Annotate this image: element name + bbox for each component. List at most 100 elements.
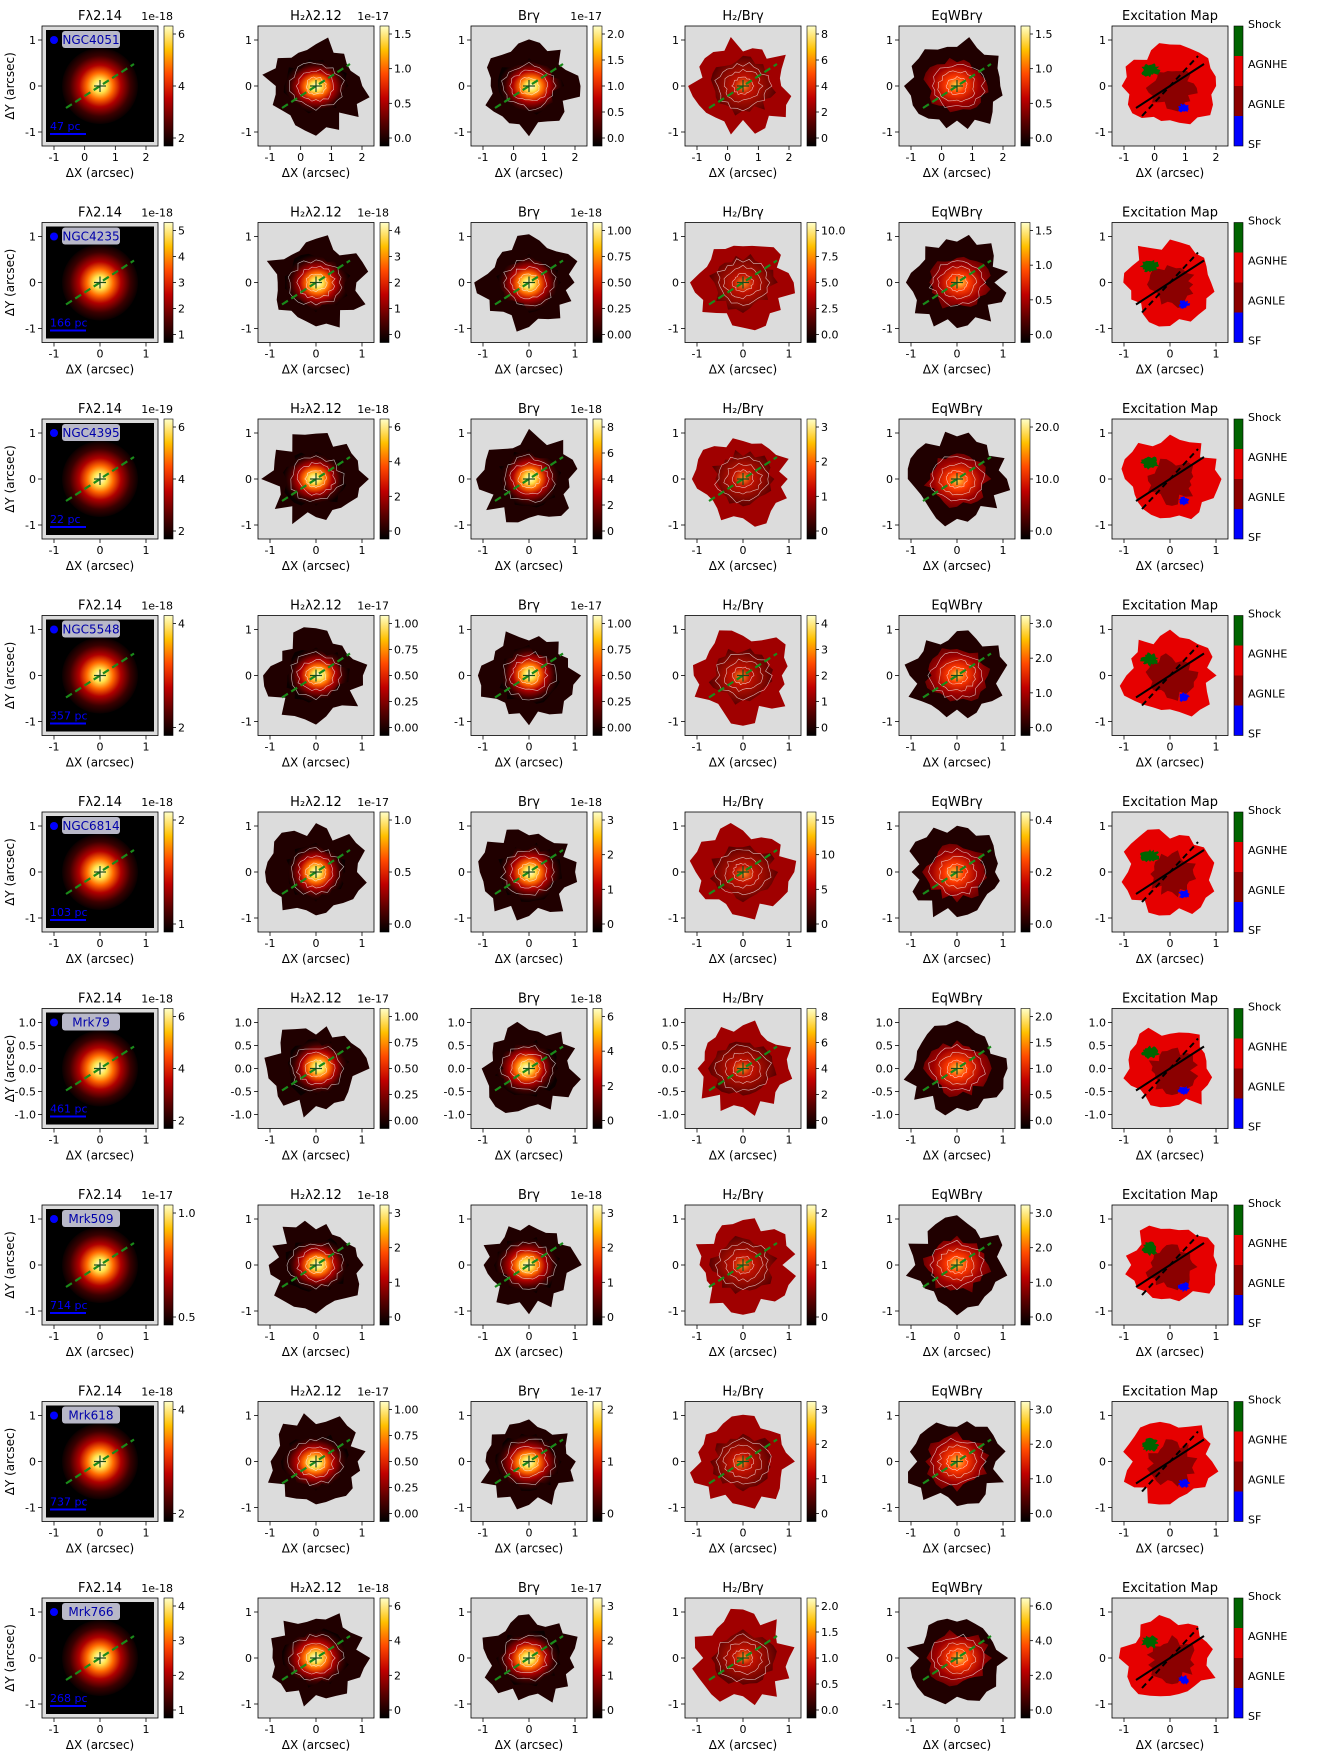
figure-row: Fλ2.14 H₂λ2.12 Brγ H₂/Brγ EqWBrγ Excitation M…: [3, 1385, 1287, 1556]
y-tick-label: 0: [29, 1456, 36, 1469]
map-panel-h2: -1 0 1 ΔX (arcsec) 1 0 -1 6 4 2 0 1e-18: [241, 403, 401, 573]
pa-line: [65, 849, 135, 895]
y-tick-label: 1: [458, 1606, 465, 1619]
x-tick-label: 0: [313, 544, 320, 557]
colorbar-tick-label: 6: [178, 28, 185, 41]
excitation-region-shock: [1141, 1635, 1159, 1649]
colorbar-tick-label: 3: [821, 1404, 828, 1417]
x-tick-label: 0: [526, 741, 533, 754]
y-axis-label: ΔY (arcsec): [3, 642, 17, 710]
colorbar-tick-label: 2: [821, 1089, 828, 1102]
colorbar-tick-label: 2: [821, 456, 828, 469]
x-tick-label: 0: [97, 1527, 104, 1540]
x-axis-label: ΔX (arcsec): [66, 559, 134, 573]
colorbar-tick-label: 0.0: [1035, 1508, 1053, 1521]
pa-line: [494, 1045, 564, 1092]
y-tick-label: 0: [672, 866, 679, 879]
x-tick-label: 0: [1167, 1134, 1174, 1147]
contour: [517, 862, 541, 882]
colorbar-tick-label: 2: [178, 303, 185, 316]
colorbar: [163, 418, 174, 540]
colorbar-multiplier: 1e-17: [570, 1386, 602, 1399]
colorbar-tick-label: 0.0: [1035, 918, 1053, 931]
pa-line-dashed: [1141, 1234, 1199, 1296]
x-tick-label: -1: [478, 151, 489, 164]
contour: [289, 1046, 345, 1092]
excitation-region-sf: [1177, 1282, 1190, 1292]
excitation-colorbar-segment: [1234, 1068, 1243, 1099]
y-tick-label: 1: [886, 231, 893, 244]
contour: [723, 463, 763, 495]
colorbar: [163, 1597, 174, 1719]
x-tick-label: -1: [906, 1134, 917, 1147]
y-tick-label: 0: [886, 1259, 893, 1272]
colorbar-tick-label: 1.0: [1035, 1276, 1053, 1289]
x-tick-label: -1: [265, 544, 276, 557]
x-tick-label: -1: [49, 1527, 60, 1540]
contour: [716, 1633, 771, 1682]
contour: [732, 1058, 754, 1078]
y-tick-label: -1: [241, 126, 252, 139]
y-tick-label: 0: [1099, 670, 1106, 683]
y-tick-label: 1: [245, 1410, 252, 1423]
map-panel-h2: -1 0 1 ΔX (arcsec) 1 0 -1 1.0 0.5 0.0 1e-17: [241, 796, 411, 966]
map-panel-brg: -1 0 1 ΔX (arcsec) 1 0 -1 1.00 0.75 0.50 0.25 0.00 1…: [454, 207, 631, 377]
contour: [296, 462, 336, 496]
colorbar-tick-label: 0: [394, 1704, 401, 1717]
excitation-colorbar-segment: [1234, 645, 1243, 676]
y-tick-label: -1: [454, 1305, 465, 1318]
colorbar-tick-label: 6: [178, 1011, 185, 1024]
x-axis-label: ΔX (arcsec): [495, 559, 563, 573]
map-panel-excitation: -1 0 1 ΔX (arcsec) 1 0 -1 Shock AGNHE AGNLE SF: [1095, 411, 1287, 573]
y-tick-label: -1: [241, 1502, 252, 1515]
pa-line-dashed: [1141, 251, 1199, 314]
excitation-colorbar-segment: [1234, 675, 1243, 706]
x-tick-label: -1: [265, 741, 276, 754]
colorbar-tick-label: 10: [821, 849, 835, 862]
excitation-legend-label: Shock: [1248, 1590, 1282, 1603]
colorbar-tick-label: 4: [178, 473, 185, 486]
y-tick-label: -0.5: [872, 1086, 893, 1099]
y-tick-label: -1: [882, 1502, 893, 1515]
map-panel-brg: -1 0 1 ΔX (arcsec) 1 0 -1 8 6 4 2 0 1e-18: [454, 403, 614, 573]
x-tick-label: 1: [1213, 1134, 1220, 1147]
pa-line: [281, 1045, 351, 1092]
x-tick-label: 1: [359, 1527, 366, 1540]
contour: [305, 1451, 326, 1471]
contour: [509, 266, 548, 300]
y-tick-label: 0: [672, 670, 679, 683]
x-tick-label: 1: [143, 348, 150, 361]
excitation-colorbar-segment: [1234, 1598, 1243, 1628]
pa-line: [922, 456, 992, 502]
x-axis-label: ΔX (arcsec): [1136, 1345, 1204, 1359]
y-tick-label: 0: [1099, 277, 1106, 290]
y-tick-label: 0: [1099, 80, 1106, 93]
y-tick-label: 0: [458, 1456, 465, 1469]
pa-line: [281, 652, 351, 699]
x-tick-label: -1: [49, 1134, 60, 1147]
colorbar: [379, 1008, 390, 1129]
x-axis-label: ΔX (arcsec): [1136, 166, 1204, 180]
colorbar-tick-label: 15: [821, 814, 835, 827]
excitation-colorbar-segment: [1234, 479, 1243, 509]
y-tick-label: 0.0: [448, 1063, 466, 1076]
x-tick-label: 1: [755, 151, 762, 164]
colorbar-tick-label: 0.0: [1035, 1115, 1053, 1128]
y-tick-label: -1: [668, 716, 679, 729]
scalebar-label: 103 pc: [50, 906, 88, 919]
x-tick-label: 1: [572, 1723, 579, 1736]
x-tick-label: 1: [1213, 1330, 1220, 1343]
y-tick-label: -0.5: [658, 1086, 679, 1099]
x-tick-label: -1: [906, 348, 917, 361]
map-panel-eqw: -1 0 1 ΔX (arcsec) 1 0 -1 0.4 0.2 0.0: [882, 811, 1053, 966]
map-panel-eqw: -1 0 1 ΔX (arcsec) 1 0 -1 3.0 2.0 1.0 0.0: [882, 1204, 1053, 1359]
y-tick-label: -1: [882, 519, 893, 532]
x-axis-label: ΔX (arcsec): [923, 559, 991, 573]
map-panel-brg: -1 0 1 ΔX (arcsec) 1 0 -1 3 2 1 0 1e-18: [454, 796, 614, 966]
y-axis-label: ΔY (arcsec): [3, 1035, 17, 1103]
y-tick-label: -1: [241, 519, 252, 532]
colorbar-multiplier: 1e-18: [141, 1386, 173, 1399]
excitation-legend-label: AGNHE: [1248, 1041, 1287, 1054]
colorbar-tick-label: 5: [178, 225, 185, 238]
y-axis-label: ΔY (arcsec): [3, 1231, 17, 1299]
